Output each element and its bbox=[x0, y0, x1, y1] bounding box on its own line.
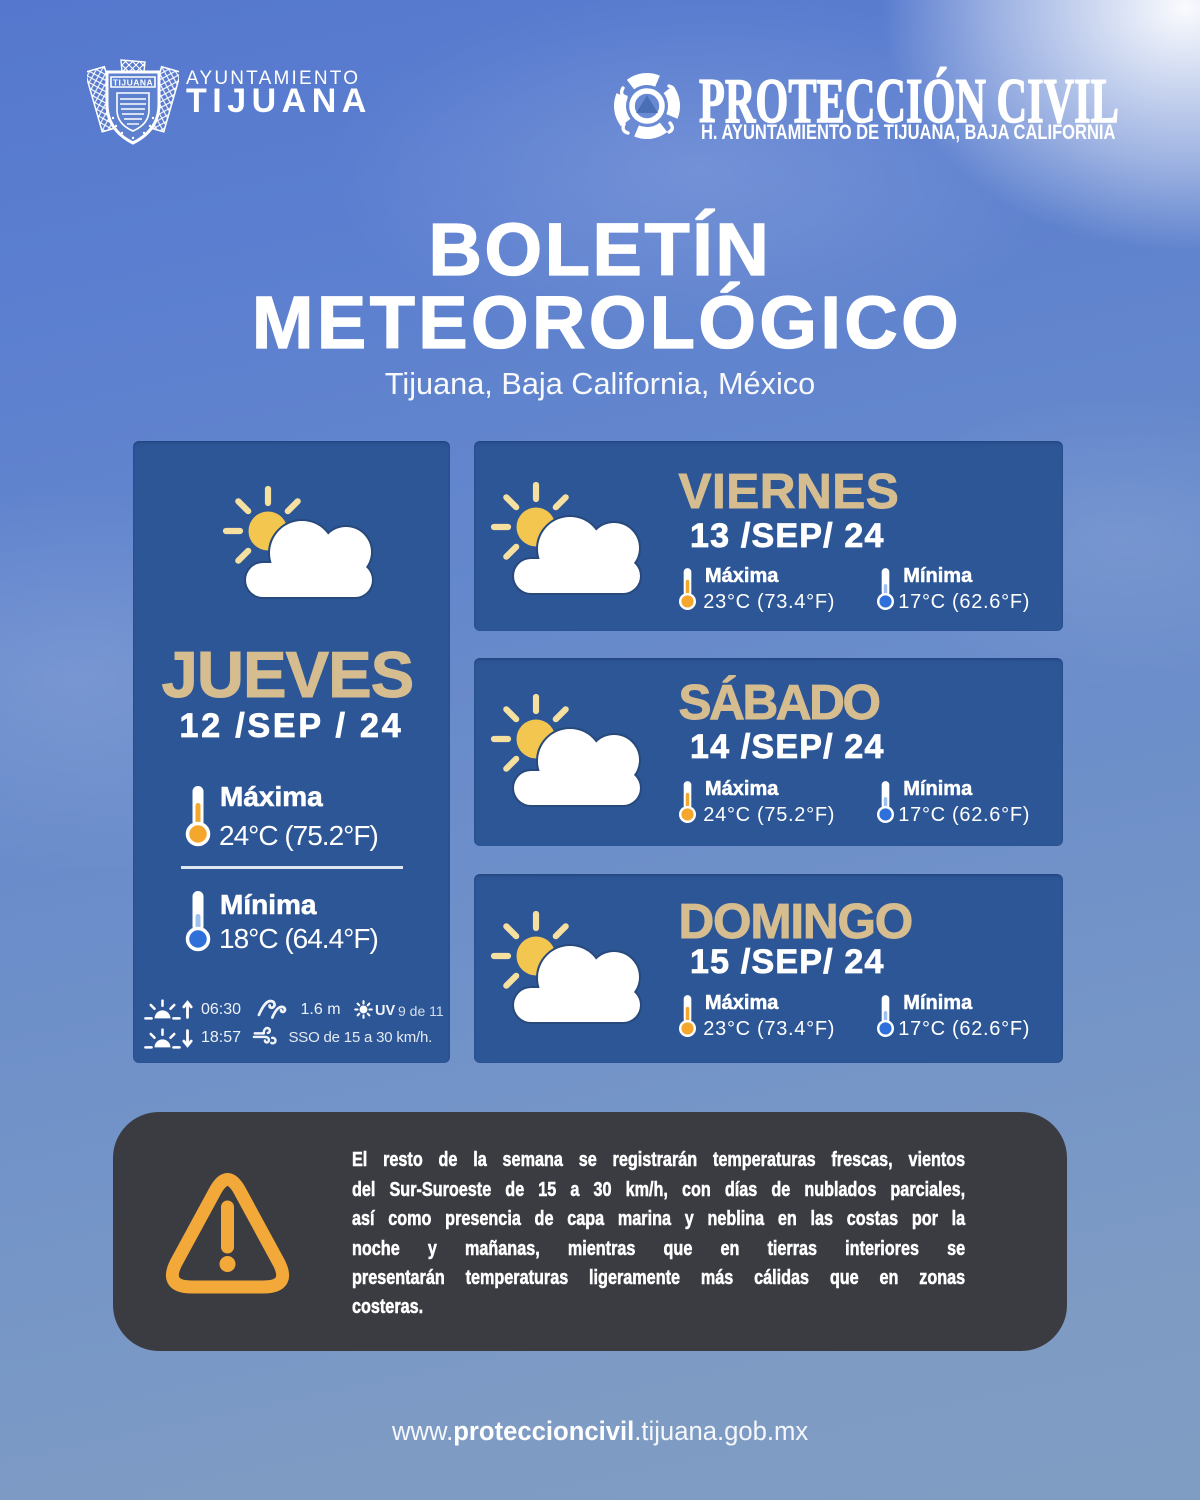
svg-text:TIJUANA: TIJUANA bbox=[113, 78, 153, 88]
